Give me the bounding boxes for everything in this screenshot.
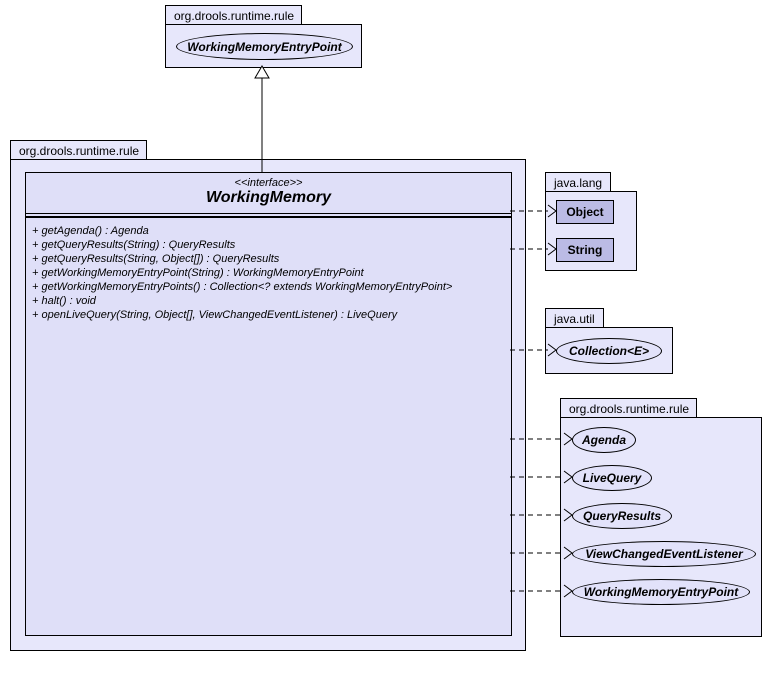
string-class: String <box>556 238 614 262</box>
top-package-body: WorkingMemoryEntryPoint <box>165 24 362 68</box>
method-row: + openLiveQuery(String, Object[], ViewCh… <box>26 308 511 322</box>
wmentrypoint-interface: WorkingMemoryEntryPoint <box>572 579 750 605</box>
collection-label: Collection<E> <box>569 344 649 358</box>
queryresults-interface: QueryResults <box>572 503 672 529</box>
method-row: + getWorkingMemoryEntryPoints() : Collec… <box>26 280 511 294</box>
wme-label: WorkingMemoryEntryPoint <box>187 40 341 54</box>
main-package-tab: org.drools.runtime.rule <box>10 140 147 161</box>
agenda-label: Agenda <box>582 433 626 447</box>
viewchanged-label: ViewChangedEventListener <box>585 547 743 561</box>
main-package-name: org.drools.runtime.rule <box>19 144 139 158</box>
object-class: Object <box>556 200 614 224</box>
java-util-tab: java.util <box>545 308 604 329</box>
working-memory-entry-point-interface: WorkingMemoryEntryPoint <box>176 33 353 60</box>
method-row: + getWorkingMemoryEntryPoint(String) : W… <box>26 266 511 280</box>
java-lang-name: java.lang <box>554 176 602 190</box>
drools-deps-tab: org.drools.runtime.rule <box>560 398 697 419</box>
java-lang-tab: java.lang <box>545 172 611 193</box>
queryresults-label: QueryResults <box>583 509 661 523</box>
wmentrypoint-label: WorkingMemoryEntryPoint <box>584 585 738 599</box>
interface-stereotype: <<interface>> <box>30 177 507 189</box>
livequery-interface: LiveQuery <box>572 465 652 491</box>
top-package-tab: org.drools.runtime.rule <box>165 5 302 26</box>
method-row: + halt() : void <box>26 294 511 308</box>
interface-title: WorkingMemory <box>30 189 507 209</box>
viewchanged-interface: ViewChangedEventListener <box>572 541 756 567</box>
object-label: Object <box>566 205 603 219</box>
collection-interface: Collection<E> <box>556 338 662 364</box>
method-row: + getAgenda() : Agenda <box>26 224 511 238</box>
livequery-label: LiveQuery <box>583 471 642 485</box>
agenda-interface: Agenda <box>572 427 636 453</box>
interface-header: <<interface>> WorkingMemory <box>26 173 511 213</box>
java-util-name: java.util <box>554 312 595 326</box>
drools-deps-name: org.drools.runtime.rule <box>569 402 689 416</box>
method-row: + getQueryResults(String, Object[]) : Qu… <box>26 252 511 266</box>
working-memory-interface: <<interface>> WorkingMemory + getAgenda(… <box>25 172 512 636</box>
top-package-name: org.drools.runtime.rule <box>174 9 294 23</box>
string-label: String <box>568 243 603 257</box>
method-row: + getQueryResults(String) : QueryResults <box>26 238 511 252</box>
